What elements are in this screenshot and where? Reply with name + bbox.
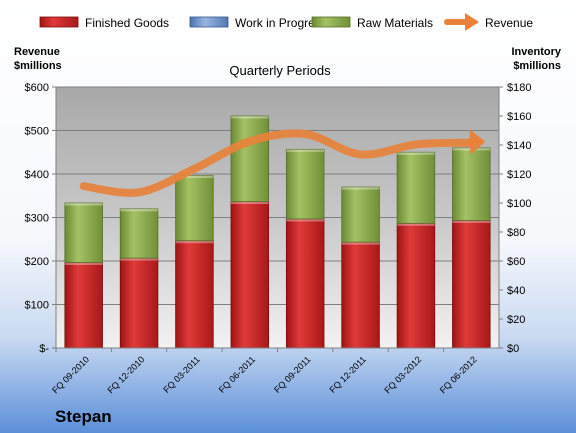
right-tick-label: $60 <box>507 256 525 268</box>
legend-swatch <box>39 16 79 28</box>
legend-item-finished-goods: Finished Goods <box>39 16 169 30</box>
bar-raw-materials <box>230 115 270 202</box>
legend-swatch <box>189 16 229 28</box>
bar-highlight <box>452 220 491 223</box>
right-axis-label-line2: $millions <box>513 60 561 72</box>
legend-item-revenue: Revenue <box>444 13 533 31</box>
bar-highlight <box>397 223 435 226</box>
bar-raw-materials <box>175 175 214 242</box>
bar-finished-goods <box>396 222 436 349</box>
bar-finished-goods <box>341 241 380 349</box>
right-axis-label-line1: Inventory <box>511 46 561 58</box>
left-tick-label: $400 <box>25 169 49 181</box>
bar-highlight <box>397 152 435 155</box>
left-tick-label: $200 <box>25 256 49 268</box>
left-tick-label: $100 <box>25 300 49 312</box>
left-tick-label: $600 <box>25 82 49 94</box>
bar-finished-goods <box>285 218 325 349</box>
bar-highlight <box>230 116 269 119</box>
legend-item-work-in-progress: Work in Progress <box>189 16 327 30</box>
bar-raw-materials <box>396 151 436 224</box>
right-tick-label: $140 <box>507 140 531 152</box>
bar-raw-materials <box>119 208 159 259</box>
bar-highlight <box>64 203 103 206</box>
legend-label: Revenue <box>485 16 533 30</box>
bar-raw-materials <box>452 147 491 221</box>
bar-raw-materials <box>285 148 325 220</box>
bar-highlight <box>341 187 380 190</box>
bars <box>64 115 491 349</box>
bar-highlight <box>64 262 103 265</box>
bar-highlight <box>175 240 214 244</box>
bar-highlight <box>230 201 269 205</box>
legend-arrowhead <box>465 13 479 31</box>
revenue-curve <box>79 129 476 197</box>
right-tick-label: $80 <box>507 227 525 239</box>
right-tick-label: $0 <box>507 343 519 355</box>
bar-finished-goods <box>119 257 159 349</box>
chart-title: Quarterly Periods <box>229 63 331 78</box>
bar-highlight <box>341 242 380 245</box>
bar-finished-goods <box>452 219 491 349</box>
bar-raw-materials <box>64 202 103 263</box>
right-tick-label: $100 <box>507 198 531 210</box>
bar-highlight <box>120 258 158 261</box>
legend-label: Work in Progress <box>235 16 327 30</box>
bar-finished-goods <box>64 262 103 349</box>
right-tick-label: $40 <box>507 285 525 297</box>
left-tick-label: $500 <box>25 126 49 138</box>
legend-swatch <box>311 16 351 28</box>
bar-highlight <box>120 208 158 212</box>
right-tick-label: $160 <box>507 111 531 123</box>
left-axis-label-line2: $millions <box>14 60 62 72</box>
revenue-arrow-shaft <box>467 137 484 147</box>
bar-highlight <box>286 149 325 152</box>
left-tick-label: $300 <box>25 213 49 225</box>
right-tick-label: $20 <box>507 314 525 326</box>
left-tick-label: $- <box>39 343 49 355</box>
left-axis-label-line1: Revenue <box>14 46 60 58</box>
right-tick-label: $180 <box>507 82 531 94</box>
bar-highlight <box>175 175 214 178</box>
bar-finished-goods <box>175 240 214 349</box>
right-tick-label: $120 <box>507 169 531 181</box>
company-name: Stepan <box>55 407 112 426</box>
legend-label: Raw Materials <box>357 16 433 30</box>
revenue-line <box>79 129 486 197</box>
bar-raw-materials <box>341 186 380 243</box>
legend-item-raw-materials: Raw Materials <box>311 16 433 30</box>
legend: Finished Goods Work in Progress Raw Materi… <box>39 13 533 31</box>
bar-highlight <box>286 218 325 222</box>
legend-label: Finished Goods <box>85 16 169 30</box>
bar-finished-goods <box>230 201 270 349</box>
